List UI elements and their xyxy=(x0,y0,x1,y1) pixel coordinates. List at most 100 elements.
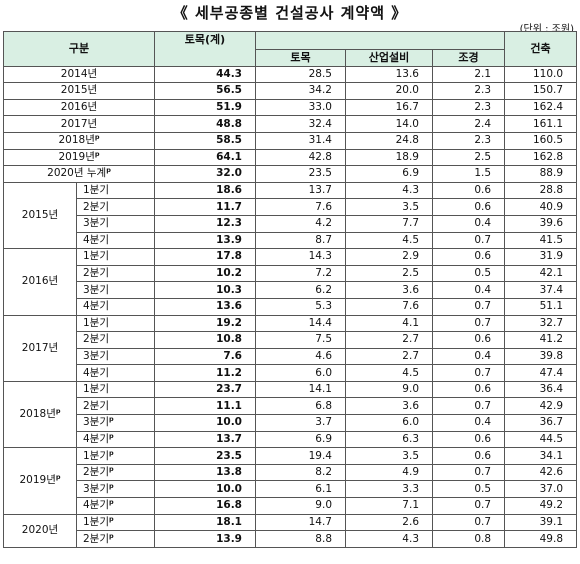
cell-landscape: 1.5 xyxy=(431,165,506,183)
cell-industrial: 14.0 xyxy=(345,115,433,133)
cell-civil-total: 13.9 xyxy=(154,231,256,250)
table-row: 2018년p 58.5 31.4 24.8 2.3 160.5 xyxy=(3,131,578,150)
cell-civil: 6.2 xyxy=(255,281,346,299)
preliminary-mark: p xyxy=(94,133,100,142)
cell-building-text: 39.8 xyxy=(539,349,564,362)
table-row: 2019년p 64.1 42.8 18.9 2.5 162.8 xyxy=(3,148,578,167)
cell-civil-total-text: 10.3 xyxy=(216,283,242,296)
cell-building: 51.1 xyxy=(504,297,578,316)
cell-landscape-text: 0.7 xyxy=(474,399,492,412)
cell-industrial: 6.3 xyxy=(345,430,433,449)
quarter-label-text: 3분기 xyxy=(83,416,110,429)
cell-industrial: 7.6 xyxy=(345,297,433,316)
cell-civil-total-text: 12.3 xyxy=(216,217,242,230)
quarter-label: 3분기 xyxy=(76,347,155,366)
cell-civil: 31.4 xyxy=(255,131,346,150)
cell-civil-total: 23.7 xyxy=(154,380,256,399)
cell-building-text: 42.1 xyxy=(539,267,564,280)
cell-civil-total-text: 18.1 xyxy=(216,515,242,528)
cell-civil-total: 11.2 xyxy=(154,364,256,382)
cell-civil-text: 33.0 xyxy=(308,101,332,114)
cell-civil: 7.2 xyxy=(255,264,346,283)
cell-building-text: 40.9 xyxy=(539,200,564,213)
cell-civil-total-text: 10.0 xyxy=(216,416,242,429)
quarter-label: 2분기 xyxy=(76,397,155,416)
cell-civil-text: 32.4 xyxy=(308,117,332,130)
table-row: 4분기p 13.7 6.9 6.3 0.6 44.5 xyxy=(4,430,578,449)
cell-civil: 8.2 xyxy=(255,463,346,482)
cell-civil-total: 10.8 xyxy=(154,331,256,349)
preliminary-mark: p xyxy=(109,465,114,474)
cell-civil-total-text: 18.6 xyxy=(216,184,242,197)
period-label: 2014년 xyxy=(3,65,155,84)
cell-civil-total: 51.9 xyxy=(154,98,256,117)
cell-landscape: 0.7 xyxy=(431,364,506,382)
quarter-label-text: 4분기 xyxy=(83,233,110,246)
year-label: 2019년p xyxy=(3,447,77,515)
cell-industrial: 3.5 xyxy=(345,198,433,216)
cell-building: 37.0 xyxy=(504,480,578,499)
cell-industrial: 16.7 xyxy=(345,98,433,117)
cell-civil-total-text: 10.8 xyxy=(216,333,242,346)
quarter-label-text: 1분기 xyxy=(83,184,110,197)
year-label: 2015년 xyxy=(3,181,77,250)
cell-industrial-text: 24.8 xyxy=(395,134,419,147)
cell-landscape-text: 0.4 xyxy=(474,349,492,362)
cell-landscape-text: 2.1 xyxy=(474,67,492,80)
cell-civil-total-text: 13.9 xyxy=(216,233,242,246)
cell-civil-total-text: 64.1 xyxy=(216,150,242,163)
cell-landscape-text: 0.4 xyxy=(474,283,492,296)
cell-building: 28.8 xyxy=(504,181,578,200)
cell-building: 34.1 xyxy=(504,447,578,465)
table-row: 3분기p 10.0 6.1 3.3 0.5 37.0 xyxy=(4,480,578,499)
cell-civil-total: 48.8 xyxy=(154,115,256,133)
cell-building: 39.1 xyxy=(504,513,578,532)
cell-industrial: 13.6 xyxy=(345,65,433,84)
preliminary-mark: p xyxy=(55,473,61,482)
quarter-label-text: 1분기 xyxy=(83,383,110,396)
cell-building-text: 150.7 xyxy=(532,84,564,97)
cell-civil: 13.7 xyxy=(255,181,346,200)
cell-landscape-text: 2.3 xyxy=(474,101,492,114)
cell-civil-text: 7.2 xyxy=(315,267,332,280)
cell-civil-text: 28.5 xyxy=(308,67,332,80)
quarter-label-text: 4분기 xyxy=(83,432,110,445)
cell-landscape-text: 2.4 xyxy=(474,117,492,130)
cell-industrial-text: 4.3 xyxy=(402,532,419,545)
cell-civil-total: 12.3 xyxy=(154,214,256,233)
quarter-label: 1분기 xyxy=(76,248,155,266)
cell-industrial-text: 13.6 xyxy=(395,67,419,80)
quarter-label: 1분기p xyxy=(76,447,155,465)
cell-building-text: 32.7 xyxy=(539,316,564,329)
cell-civil-text: 19.4 xyxy=(308,449,332,462)
period-label-text: 2019년 xyxy=(58,150,95,163)
cell-building-text: 42.9 xyxy=(539,399,564,412)
cell-civil-total: 13.7 xyxy=(154,430,256,449)
cell-industrial: 7.1 xyxy=(345,497,433,515)
table-row: 2019년p 1분기p 23.5 19.4 3.5 0.6 34.1 xyxy=(3,447,578,515)
cell-landscape: 0.4 xyxy=(431,214,506,233)
table-row: 2분기 11.1 6.8 3.6 0.7 42.9 xyxy=(4,397,578,416)
period-label: 2020년 누계p xyxy=(3,165,155,183)
table-row: 2분기 10.8 7.5 2.7 0.6 41.2 xyxy=(4,331,578,349)
cell-civil: 19.4 xyxy=(255,447,346,465)
cell-civil-text: 34.2 xyxy=(308,84,332,97)
cell-civil-text: 4.2 xyxy=(315,217,332,230)
cell-landscape-text: 0.7 xyxy=(474,366,492,379)
cell-building: 31.9 xyxy=(504,248,578,266)
cell-landscape-text: 0.7 xyxy=(474,515,492,528)
preliminary-mark: p xyxy=(109,531,114,540)
quarter-label-text: 2분기 xyxy=(83,267,110,280)
cell-building-text: 160.5 xyxy=(532,134,564,147)
cell-building: 36.7 xyxy=(504,414,578,432)
cell-industrial-text: 3.5 xyxy=(402,200,419,213)
cell-civil-text: 7.6 xyxy=(315,200,332,213)
cell-industrial-text: 7.6 xyxy=(402,300,419,313)
cell-landscape-text: 0.7 xyxy=(474,300,492,313)
cell-industrial: 4.5 xyxy=(345,231,433,250)
cell-building-text: 42.6 xyxy=(539,466,564,479)
cell-building: 162.4 xyxy=(504,98,578,117)
quarter-label-text: 3분기 xyxy=(83,349,110,362)
cell-industrial: 2.7 xyxy=(345,331,433,349)
quarter-label: 4분기p xyxy=(76,430,155,449)
